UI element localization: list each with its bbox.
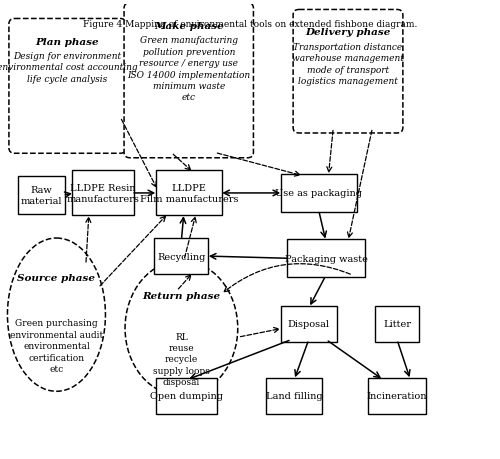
Text: RL
reuse
recycle
supply loops
disposal: RL reuse recycle supply loops disposal	[153, 332, 210, 386]
Text: Raw
material: Raw material	[21, 186, 62, 206]
FancyBboxPatch shape	[280, 306, 337, 342]
Text: Packaging waste: Packaging waste	[284, 254, 368, 263]
FancyBboxPatch shape	[124, 4, 254, 158]
Text: Land filling: Land filling	[266, 392, 322, 400]
Text: LLDPE Resin
manufacturers: LLDPE Resin manufacturers	[66, 184, 140, 203]
FancyBboxPatch shape	[154, 239, 208, 274]
FancyBboxPatch shape	[18, 177, 65, 215]
FancyBboxPatch shape	[287, 240, 365, 278]
Text: Source phase: Source phase	[18, 274, 96, 283]
Text: LLDPE
Film manufacturers: LLDPE Film manufacturers	[140, 184, 238, 203]
Text: Make phase: Make phase	[154, 22, 224, 31]
Text: Plan phase: Plan phase	[36, 38, 100, 46]
Text: Green purchasing
environmental audit
environmental
certification
etc: Green purchasing environmental audit env…	[10, 319, 103, 374]
FancyBboxPatch shape	[266, 378, 322, 414]
FancyBboxPatch shape	[375, 306, 419, 342]
FancyBboxPatch shape	[156, 378, 217, 414]
Text: Delivery phase: Delivery phase	[306, 28, 390, 38]
FancyBboxPatch shape	[9, 19, 126, 154]
Text: Incineration: Incineration	[367, 392, 427, 400]
Text: Use as packaging: Use as packaging	[275, 189, 362, 198]
Text: Transportation distance
warehouse management
mode of transport
logistics managem: Transportation distance warehouse manage…	[292, 43, 404, 86]
FancyBboxPatch shape	[293, 11, 403, 134]
FancyBboxPatch shape	[280, 174, 356, 213]
Text: Recycling: Recycling	[157, 252, 206, 261]
Text: Design for environment
environmental cost accounting
life cycle analysis: Design for environment environmental cos…	[0, 52, 138, 84]
Ellipse shape	[8, 239, 106, 392]
FancyBboxPatch shape	[72, 171, 134, 216]
Ellipse shape	[125, 261, 238, 396]
Text: Litter: Litter	[383, 319, 411, 329]
Text: Return phase: Return phase	[142, 291, 220, 301]
Text: Green manufacturing
pollution prevention
resource / energy use
ISO 14000 impleme: Green manufacturing pollution prevention…	[127, 36, 250, 102]
FancyBboxPatch shape	[156, 171, 222, 216]
Text: Open dumping: Open dumping	[150, 392, 223, 400]
Text: Disposal: Disposal	[288, 319, 330, 329]
Text: Figure 4 Mapping of environmental tools on extended fishbone diagram.: Figure 4 Mapping of environmental tools …	[83, 20, 417, 29]
FancyBboxPatch shape	[368, 378, 426, 414]
